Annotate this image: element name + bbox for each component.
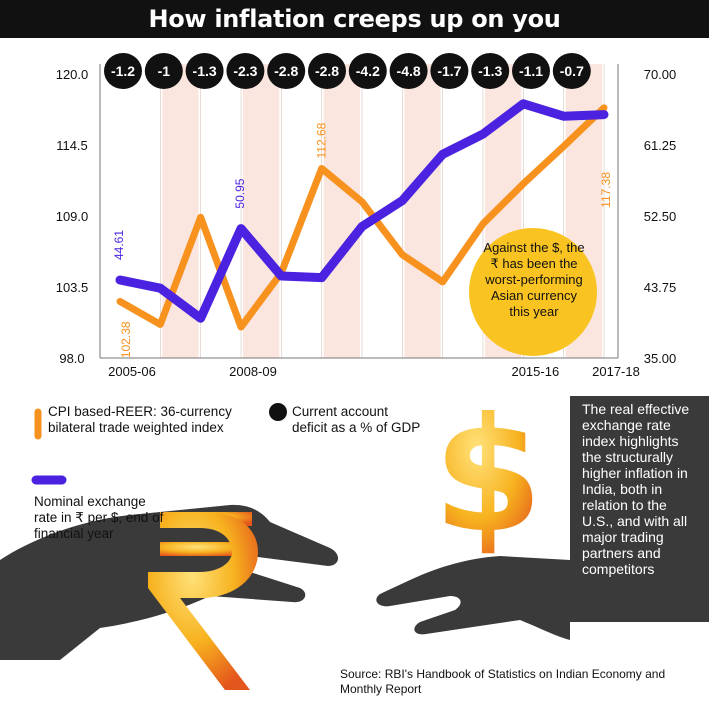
side-text-box: The real effective exchange rate index h…	[570, 396, 709, 622]
data-label: 117.38	[599, 172, 613, 208]
cad-circle	[308, 53, 346, 89]
right-tick-label: 52.50	[644, 209, 677, 224]
note-text: Against the $, the ₹ has been the worst-…	[483, 240, 585, 319]
rupee-symbol-icon	[148, 512, 258, 690]
left-tick-label: 103.5	[56, 280, 89, 295]
right-tick-label: 61.25	[644, 138, 677, 153]
year-band	[323, 64, 360, 358]
reer-line	[116, 104, 608, 331]
cad-circle	[471, 53, 510, 89]
cad-value: -0.7	[560, 63, 584, 79]
cad-circle	[144, 53, 183, 89]
page-title: How inflation creeps up on you	[0, 0, 709, 38]
cad-circle	[348, 53, 387, 89]
legend-reer-label: CPI based-REER: 36-currency bilateral tr…	[48, 404, 232, 435]
current-account-deficit-row: -1.2 -1 -1.3 -2.3 -2.8 -2.8 -4.2 -4.8 -1.7 -1.3 -1…	[104, 53, 591, 89]
cad-value: -1.7	[437, 63, 461, 79]
left-tick-label: 114.5	[56, 138, 88, 153]
x-tick-label: 2015-16	[511, 364, 559, 379]
cad-value: -1.3	[193, 63, 217, 79]
cad-value: -1.1	[519, 63, 543, 79]
cad-value: -4.8	[397, 63, 421, 79]
cad-circle	[226, 53, 265, 89]
axes: 120.0 114.5 109.0 103.5 98.0 70.00 61.25 52.50 4…	[56, 64, 677, 379]
right-tick-label: 70.00	[644, 67, 677, 82]
year-band	[243, 64, 280, 358]
cad-circle	[104, 53, 142, 89]
left-tick-label: 120.0	[56, 67, 89, 82]
legend-nominal-label: Nominal exchange rate in ₹ per $, end of…	[34, 494, 164, 541]
source-note: Source: RBI's Handbook of Statistics on …	[340, 667, 666, 696]
cad-value: -2.3	[233, 63, 257, 79]
left-tick-label: 109.0	[56, 209, 89, 224]
cad-circle	[185, 53, 224, 89]
year-band	[404, 64, 441, 358]
hand-right-icon	[376, 556, 570, 640]
legend-black-dot	[269, 403, 287, 421]
cad-circle	[267, 53, 306, 89]
data-label: 50.95	[233, 178, 247, 208]
cad-circle	[512, 53, 550, 89]
cad-circle	[430, 53, 469, 89]
legend-cad-label: Current account deficit as a % of GDP	[292, 404, 421, 435]
x-tick-label: 2008-09	[229, 364, 277, 379]
cad-value: -4.2	[356, 63, 380, 79]
x-tick-label: 2017-18	[592, 364, 640, 379]
cad-circle	[552, 53, 591, 89]
data-label: 112.68	[315, 122, 329, 158]
data-label: 44.61	[112, 230, 126, 260]
left-tick-label: 98.0	[59, 351, 84, 366]
cad-value: -1.2	[111, 63, 135, 79]
note-circle	[469, 228, 597, 356]
right-tick-label: 43.75	[644, 280, 677, 295]
cad-circle	[389, 53, 428, 89]
cad-value: -1.3	[478, 63, 502, 79]
right-tick-label: 35.00	[644, 351, 677, 366]
x-tick-label: 2005-06	[108, 364, 156, 379]
cad-value: -1	[158, 63, 171, 79]
cad-value: -2.8	[315, 63, 339, 79]
nominal-rate-line	[115, 99, 609, 323]
data-label: 102.38	[119, 321, 133, 358]
cad-value: -2.8	[274, 63, 298, 79]
dollar-symbol-icon: $	[433, 384, 543, 568]
